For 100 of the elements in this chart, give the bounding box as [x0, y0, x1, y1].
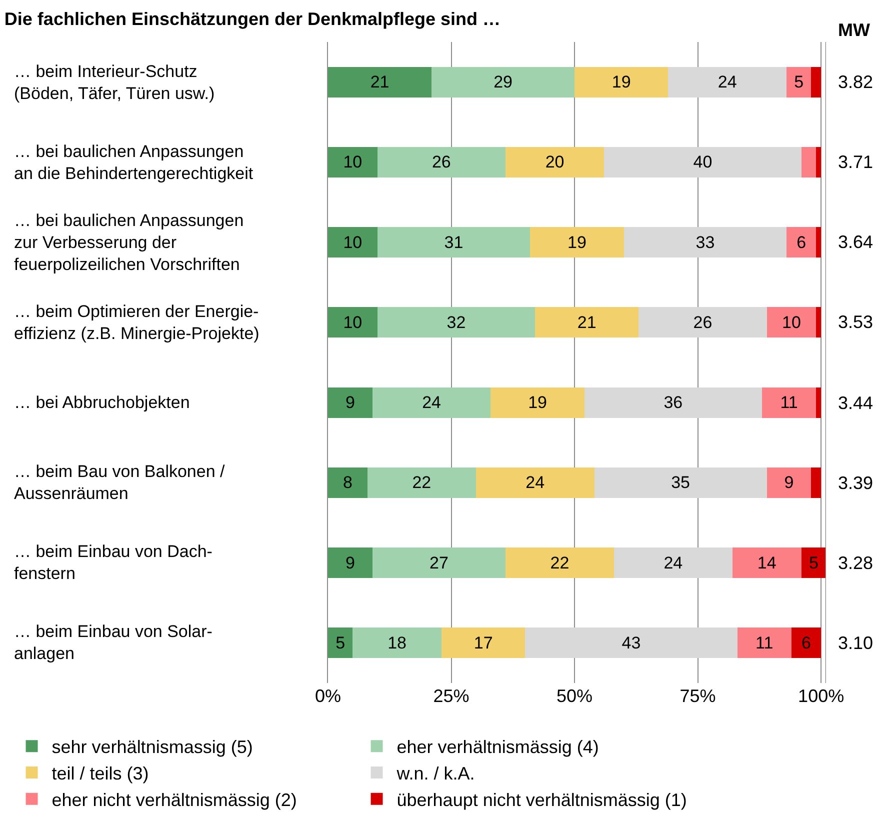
- data-label: 14: [757, 553, 776, 572]
- bar: [328, 66, 432, 98]
- y-tick-label: … bei Abbruchobjekten: [14, 393, 190, 412]
- legend-label: sehr verhältnismassig (5): [52, 737, 253, 758]
- bar: [801, 146, 816, 178]
- bar: [328, 387, 372, 418]
- text: 3.44: [838, 393, 874, 413]
- data-label: 24: [664, 553, 683, 572]
- y-tick-label: … bei baulichen Anpassungen zur Verbesserung der feuerpolizeilichen Vorschriften: [14, 211, 244, 274]
- data-label: 22: [550, 553, 570, 572]
- y-tick-label: … beim Bau von Balkonen / Aussenräumen: [14, 462, 226, 504]
- data-label: 24: [718, 72, 737, 92]
- bar: [535, 307, 639, 338]
- bar: [816, 146, 822, 178]
- data-label: 5: [808, 553, 818, 572]
- x-tick-label: 75%: [680, 686, 716, 706]
- bar: [377, 227, 530, 258]
- bar: [604, 146, 802, 178]
- data-label: 19: [612, 72, 631, 92]
- data-label: 21: [370, 72, 390, 92]
- bar: [816, 227, 822, 258]
- x-tick-label: 100%: [798, 686, 844, 706]
- bar: [574, 66, 668, 98]
- data-label: 24: [422, 393, 442, 412]
- y-tick-label: … beim Interieur-Schutz (Böden, Täfer, Türen usw.): [14, 62, 215, 104]
- bar: [737, 628, 792, 658]
- data-label: 6: [796, 232, 806, 252]
- data-label: 22: [412, 473, 432, 492]
- bar: [816, 387, 822, 418]
- bar: [624, 227, 787, 258]
- legend-label: überhaupt nicht verhältnismässig (1): [396, 790, 687, 810]
- bar: [786, 227, 816, 258]
- text: 3.82: [838, 72, 874, 92]
- data-label: 43: [622, 633, 641, 652]
- text: 3.71: [838, 152, 874, 172]
- legend-label: w.n. / k.A.: [396, 763, 475, 784]
- text: 3.28: [838, 553, 874, 573]
- bar: [352, 628, 442, 658]
- data-label: 40: [693, 152, 712, 172]
- data-label: 5: [794, 72, 804, 92]
- bar: [811, 66, 822, 98]
- text: 3.64: [838, 232, 874, 252]
- bar: [594, 467, 767, 498]
- bar: [328, 146, 378, 178]
- y-tick-label: … bei baulichen Anpassungen an die Behindertengerechtigkeit: [14, 142, 254, 184]
- bar: [377, 146, 506, 178]
- bar: [506, 548, 614, 578]
- data-label: 17: [474, 633, 493, 652]
- data-label: 10: [343, 152, 362, 172]
- bar: [791, 628, 822, 658]
- x-tick-label: 0%: [314, 686, 342, 706]
- text: 3.10: [838, 633, 874, 653]
- bar: [638, 307, 767, 338]
- x-tick-label: 25%: [433, 686, 470, 706]
- bar: [372, 387, 491, 418]
- data-label: 18: [388, 633, 406, 652]
- y-tick-label: … beim Einbau von Solar- anlagen: [14, 622, 212, 664]
- data-label: 9: [345, 553, 355, 572]
- bar: [328, 307, 378, 338]
- legend-label: eher verhältnismässig (4): [396, 737, 599, 758]
- data-label: 29: [494, 72, 512, 92]
- data-label: 27: [429, 553, 448, 572]
- bar: [506, 146, 604, 178]
- data-label: 10: [343, 312, 362, 332]
- bar: [762, 387, 816, 418]
- data-label: 26: [432, 152, 451, 172]
- bar: [766, 307, 816, 338]
- data-label: 32: [446, 312, 466, 332]
- bar: [328, 548, 372, 578]
- bar: [525, 628, 738, 658]
- bar: [786, 66, 812, 98]
- bar: [476, 467, 594, 498]
- bar: [801, 548, 826, 578]
- data-label: 10: [343, 232, 362, 252]
- data-label: 31: [444, 232, 464, 252]
- legend-label: teil / teils (3): [52, 763, 149, 784]
- bar: [668, 66, 787, 98]
- bar: [328, 467, 368, 498]
- data-label: 8: [342, 473, 352, 492]
- x-tick-label: 50%: [556, 686, 593, 706]
- chart-title: Die fachlichen Einschätzungen der Denkmalpflege sind …: [4, 9, 501, 30]
- data-label: 9: [345, 393, 355, 412]
- bar: [377, 307, 536, 338]
- data-label: 10: [782, 312, 801, 332]
- bar: [441, 628, 526, 658]
- bar: [372, 548, 506, 578]
- data-label: 5: [336, 633, 346, 652]
- text: MW: [838, 20, 870, 40]
- data-label: 11: [756, 633, 774, 652]
- bar: [732, 548, 802, 578]
- bar: [367, 467, 476, 498]
- bar: [328, 227, 378, 258]
- legend-label: eher nicht verhältnismässig (2): [52, 790, 297, 810]
- data-label: 24: [526, 473, 545, 492]
- data-label: 26: [693, 312, 712, 332]
- bar: [328, 628, 353, 658]
- data-label: 19: [568, 232, 586, 252]
- bar: [766, 467, 812, 498]
- data-label: 19: [528, 393, 548, 412]
- y-tick-label: … beim Einbau von Dach- fenstern: [14, 542, 212, 584]
